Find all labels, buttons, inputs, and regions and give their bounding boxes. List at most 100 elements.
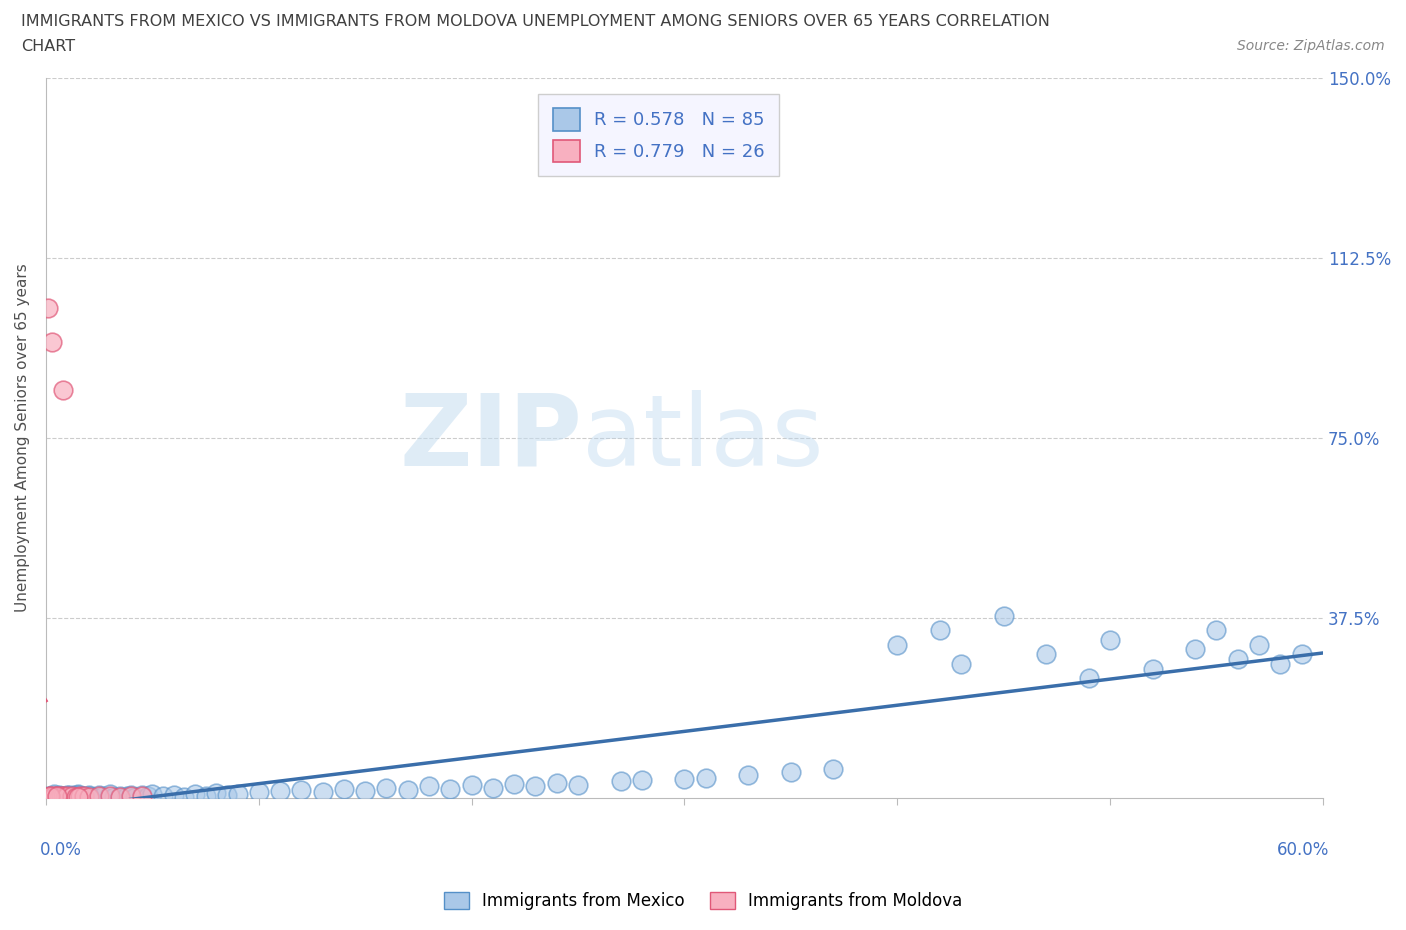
Legend: R = 0.578   N = 85, R = 0.779   N = 26: R = 0.578 N = 85, R = 0.779 N = 26: [538, 94, 779, 176]
Point: [45, 790, 67, 804]
Point: [37, 789, 59, 804]
Point: [950, 657, 973, 671]
Point: [163, 788, 186, 803]
Point: [52, 789, 75, 804]
Text: 0.0%: 0.0%: [39, 842, 82, 859]
Point: [1247, 637, 1270, 652]
Point: [115, 789, 138, 804]
Text: CHART: CHART: [21, 39, 75, 54]
Point: [194, 789, 217, 804]
Point: [56, 788, 79, 803]
Point: [89, 788, 111, 803]
Point: [779, 764, 801, 779]
Point: [58, 789, 80, 804]
Point: [673, 772, 696, 787]
Point: [58, 788, 80, 803]
Point: [45, 789, 67, 804]
Text: ZIP: ZIP: [399, 390, 582, 486]
Point: [98, 789, 121, 804]
Point: [82, 790, 104, 804]
Point: [77, 789, 100, 804]
Point: [62, 789, 84, 804]
Point: [247, 785, 270, 800]
Point: [418, 778, 440, 793]
Point: [131, 789, 153, 804]
Point: [1142, 661, 1164, 676]
Point: [152, 789, 174, 804]
Point: [37, 790, 59, 804]
Point: [53, 790, 76, 804]
Point: [354, 783, 377, 798]
Point: [290, 782, 312, 797]
Point: [53, 790, 76, 804]
Point: [439, 781, 461, 796]
Point: [396, 782, 419, 797]
Point: [66, 790, 89, 804]
Point: [1226, 652, 1249, 667]
Point: [45, 789, 67, 804]
Point: [205, 786, 228, 801]
Point: [52, 789, 75, 804]
Point: [37, 301, 59, 316]
Point: [503, 777, 526, 791]
Point: [136, 789, 159, 804]
Point: [39, 789, 62, 804]
Point: [52, 382, 75, 397]
Point: [41, 790, 63, 804]
Point: [53, 790, 76, 804]
Point: [49, 789, 72, 804]
Point: [66, 787, 89, 802]
Point: [131, 788, 153, 803]
Point: [269, 784, 291, 799]
Point: [62, 788, 84, 803]
Legend: Immigrants from Mexico, Immigrants from Moldova: Immigrants from Mexico, Immigrants from …: [437, 885, 969, 917]
Point: [141, 787, 163, 802]
Point: [110, 790, 132, 804]
Point: [1077, 671, 1099, 685]
Point: [823, 762, 845, 777]
Point: [120, 789, 142, 804]
Point: [93, 789, 115, 804]
Point: [631, 773, 654, 788]
Point: [49, 789, 72, 804]
Point: [226, 787, 249, 802]
Point: [1184, 642, 1206, 657]
Point: [49, 790, 72, 804]
Point: [886, 637, 908, 652]
Point: [120, 788, 142, 803]
Point: [98, 787, 121, 802]
Point: [311, 784, 333, 799]
Point: [69, 790, 91, 804]
Point: [45, 789, 67, 804]
Point: [44, 789, 66, 804]
Point: [546, 776, 568, 790]
Point: [375, 780, 398, 795]
Point: [48, 788, 70, 803]
Point: [110, 789, 132, 804]
Text: IMMIGRANTS FROM MEXICO VS IMMIGRANTS FROM MOLDOVA UNEMPLOYMENT AMONG SENIORS OVE: IMMIGRANTS FROM MEXICO VS IMMIGRANTS FRO…: [21, 14, 1050, 29]
Point: [567, 777, 589, 792]
Point: [173, 790, 195, 804]
Point: [39, 790, 62, 804]
Y-axis label: Unemployment Among Seniors over 65 years: Unemployment Among Seniors over 65 years: [15, 263, 30, 612]
Point: [41, 335, 63, 350]
Point: [44, 787, 66, 802]
Point: [1205, 623, 1227, 638]
Point: [70, 789, 93, 804]
Point: [56, 789, 79, 804]
Point: [60, 790, 83, 804]
Point: [60, 789, 83, 804]
Point: [1035, 646, 1057, 661]
Point: [69, 789, 91, 804]
Point: [124, 790, 146, 804]
Point: [65, 790, 87, 804]
Point: [73, 789, 96, 804]
Point: [1270, 657, 1292, 671]
Text: atlas: atlas: [582, 390, 824, 486]
Point: [482, 780, 505, 795]
Point: [215, 788, 238, 803]
Point: [89, 789, 111, 804]
Point: [41, 790, 63, 804]
Point: [184, 787, 207, 802]
Point: [37, 790, 59, 804]
